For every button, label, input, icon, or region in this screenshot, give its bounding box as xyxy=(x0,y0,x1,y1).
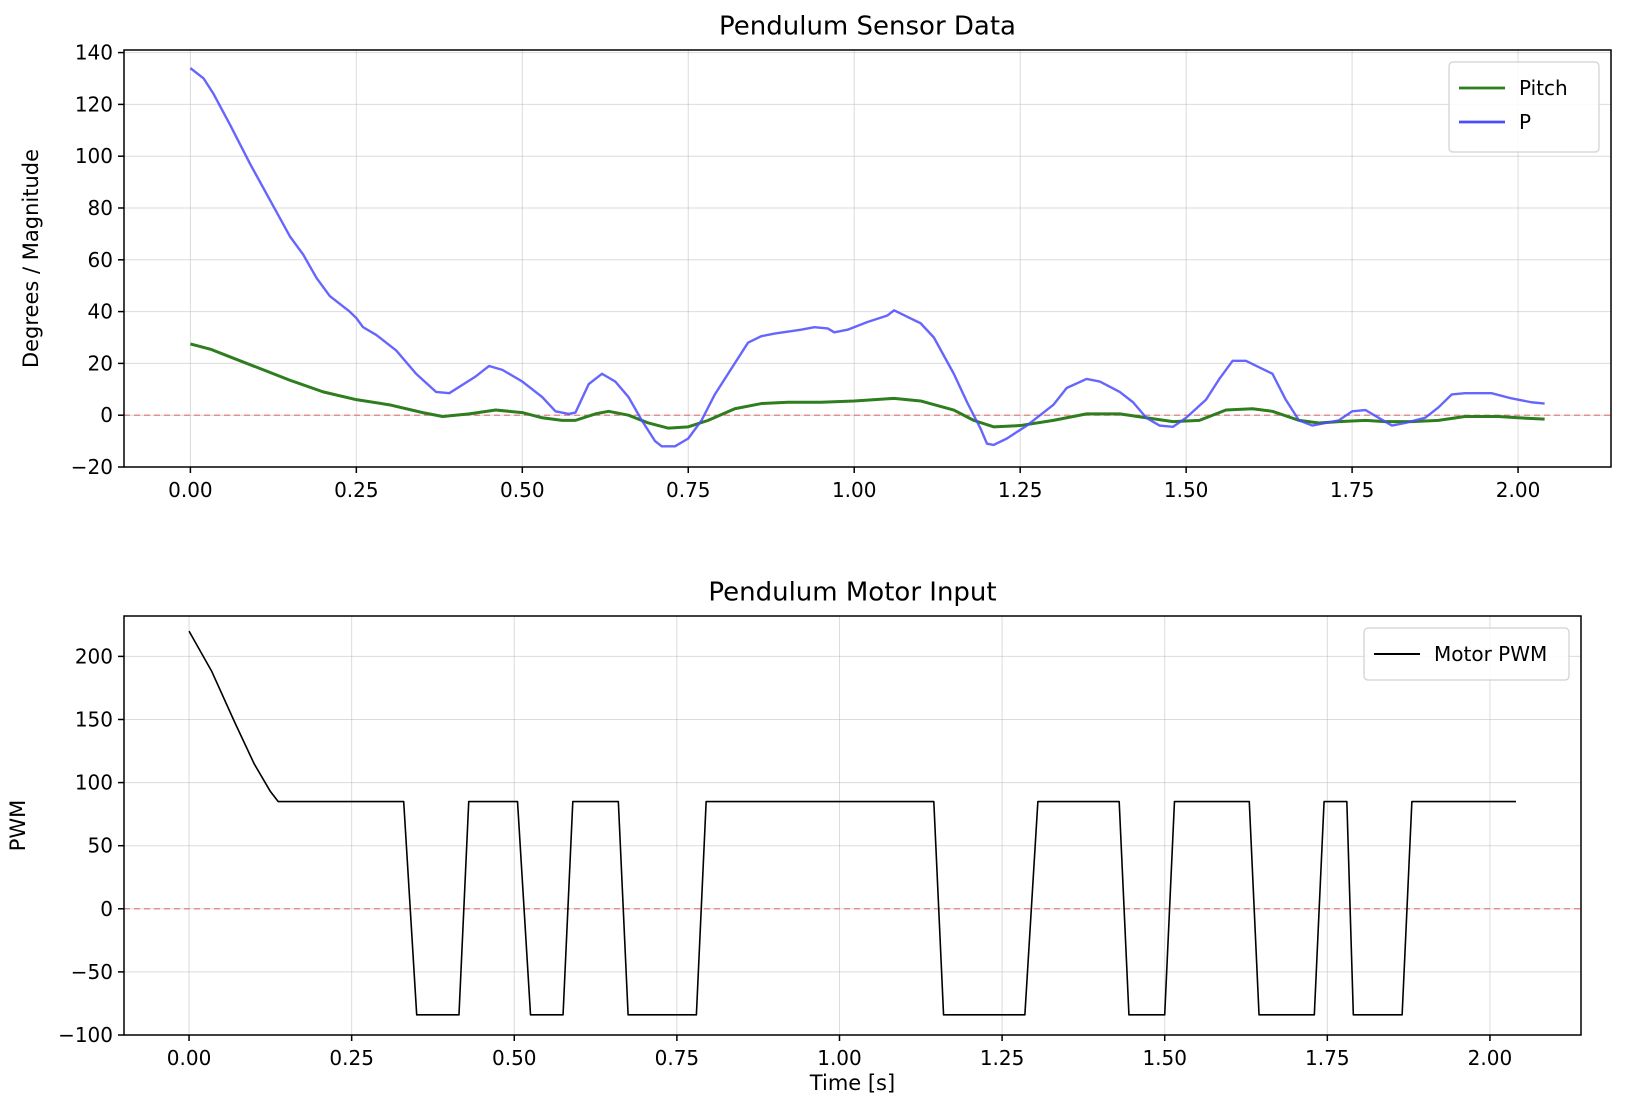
x-tick-label: 0.00 xyxy=(168,478,213,502)
x-tick-label: 1.75 xyxy=(1305,1046,1350,1070)
x-tick-label: 1.25 xyxy=(998,478,1043,502)
y-tick-label: 80 xyxy=(88,196,113,220)
y-tick-label: 150 xyxy=(75,707,113,731)
x-tick-label: 0.25 xyxy=(329,1046,374,1070)
legend-label-pitch: Pitch xyxy=(1519,76,1568,100)
y-tick-label: −20 xyxy=(71,455,113,479)
y-tick-label: 100 xyxy=(75,144,113,168)
plot-frame xyxy=(123,615,1582,1036)
series-line-p xyxy=(189,67,1545,448)
y-tick-label: 140 xyxy=(75,41,113,65)
legend-label-motor-pwm: Motor PWM xyxy=(1434,642,1547,666)
chart-title: Pendulum Sensor Data xyxy=(719,12,1016,42)
x-axis-label: Time [s] xyxy=(809,1071,895,1095)
x-tick-label: 0.00 xyxy=(167,1046,212,1070)
plot-frame xyxy=(123,49,1612,468)
x-tick-label: 1.75 xyxy=(1330,478,1375,502)
y-tick-label: 0 xyxy=(100,403,113,427)
y-tick-label: −100 xyxy=(58,1023,113,1047)
x-tick-label: 0.75 xyxy=(666,478,711,502)
x-tick-label: 1.50 xyxy=(1142,1046,1187,1070)
legend: Pitch P xyxy=(1448,61,1600,153)
y-tick-label: 0 xyxy=(100,897,113,921)
y-tick-label: 120 xyxy=(75,92,113,116)
y-tick-label: −50 xyxy=(71,960,113,984)
y-tick-label: 20 xyxy=(88,351,113,375)
legend: Motor PWM xyxy=(1363,627,1570,681)
y-tick-label: 200 xyxy=(75,644,113,668)
x-tick-label: 0.50 xyxy=(492,1046,537,1070)
chart-title: Pendulum Motor Input xyxy=(708,578,996,608)
series-line-motor-pwm xyxy=(188,630,1516,1016)
legend-label-p: P xyxy=(1519,110,1531,134)
y-tick-label: 40 xyxy=(88,300,113,324)
x-tick-label: 1.00 xyxy=(817,1046,862,1070)
subplot-1: 0.00 0.25 0.50 0.75 1.00 1.25 1.50 1.75 2.00 −20 0… xyxy=(19,12,1612,502)
y-tick-label: 50 xyxy=(88,834,113,858)
y-axis-label: Degrees / Magnitude xyxy=(19,149,43,368)
x-tick-label: 1.00 xyxy=(832,478,877,502)
y-tick-label: 60 xyxy=(88,248,113,272)
x-tick-label: 0.75 xyxy=(655,1046,700,1070)
x-tick-label: 2.00 xyxy=(1468,1046,1513,1070)
legend-box xyxy=(1363,627,1570,681)
legend-box xyxy=(1448,61,1600,153)
x-tick-label: 2.00 xyxy=(1496,478,1541,502)
x-tick-label: 1.50 xyxy=(1164,478,1209,502)
y-tick-label: 100 xyxy=(75,771,113,795)
x-tick-label: 0.25 xyxy=(334,478,379,502)
y-axis-label: PWM xyxy=(6,800,30,852)
subplot-2: 0.00 0.25 0.50 0.75 1.00 1.25 1.50 1.75 2.00 −100… xyxy=(6,578,1582,1095)
x-tick-label: 1.25 xyxy=(980,1046,1025,1070)
x-tick-label: 0.50 xyxy=(500,478,545,502)
